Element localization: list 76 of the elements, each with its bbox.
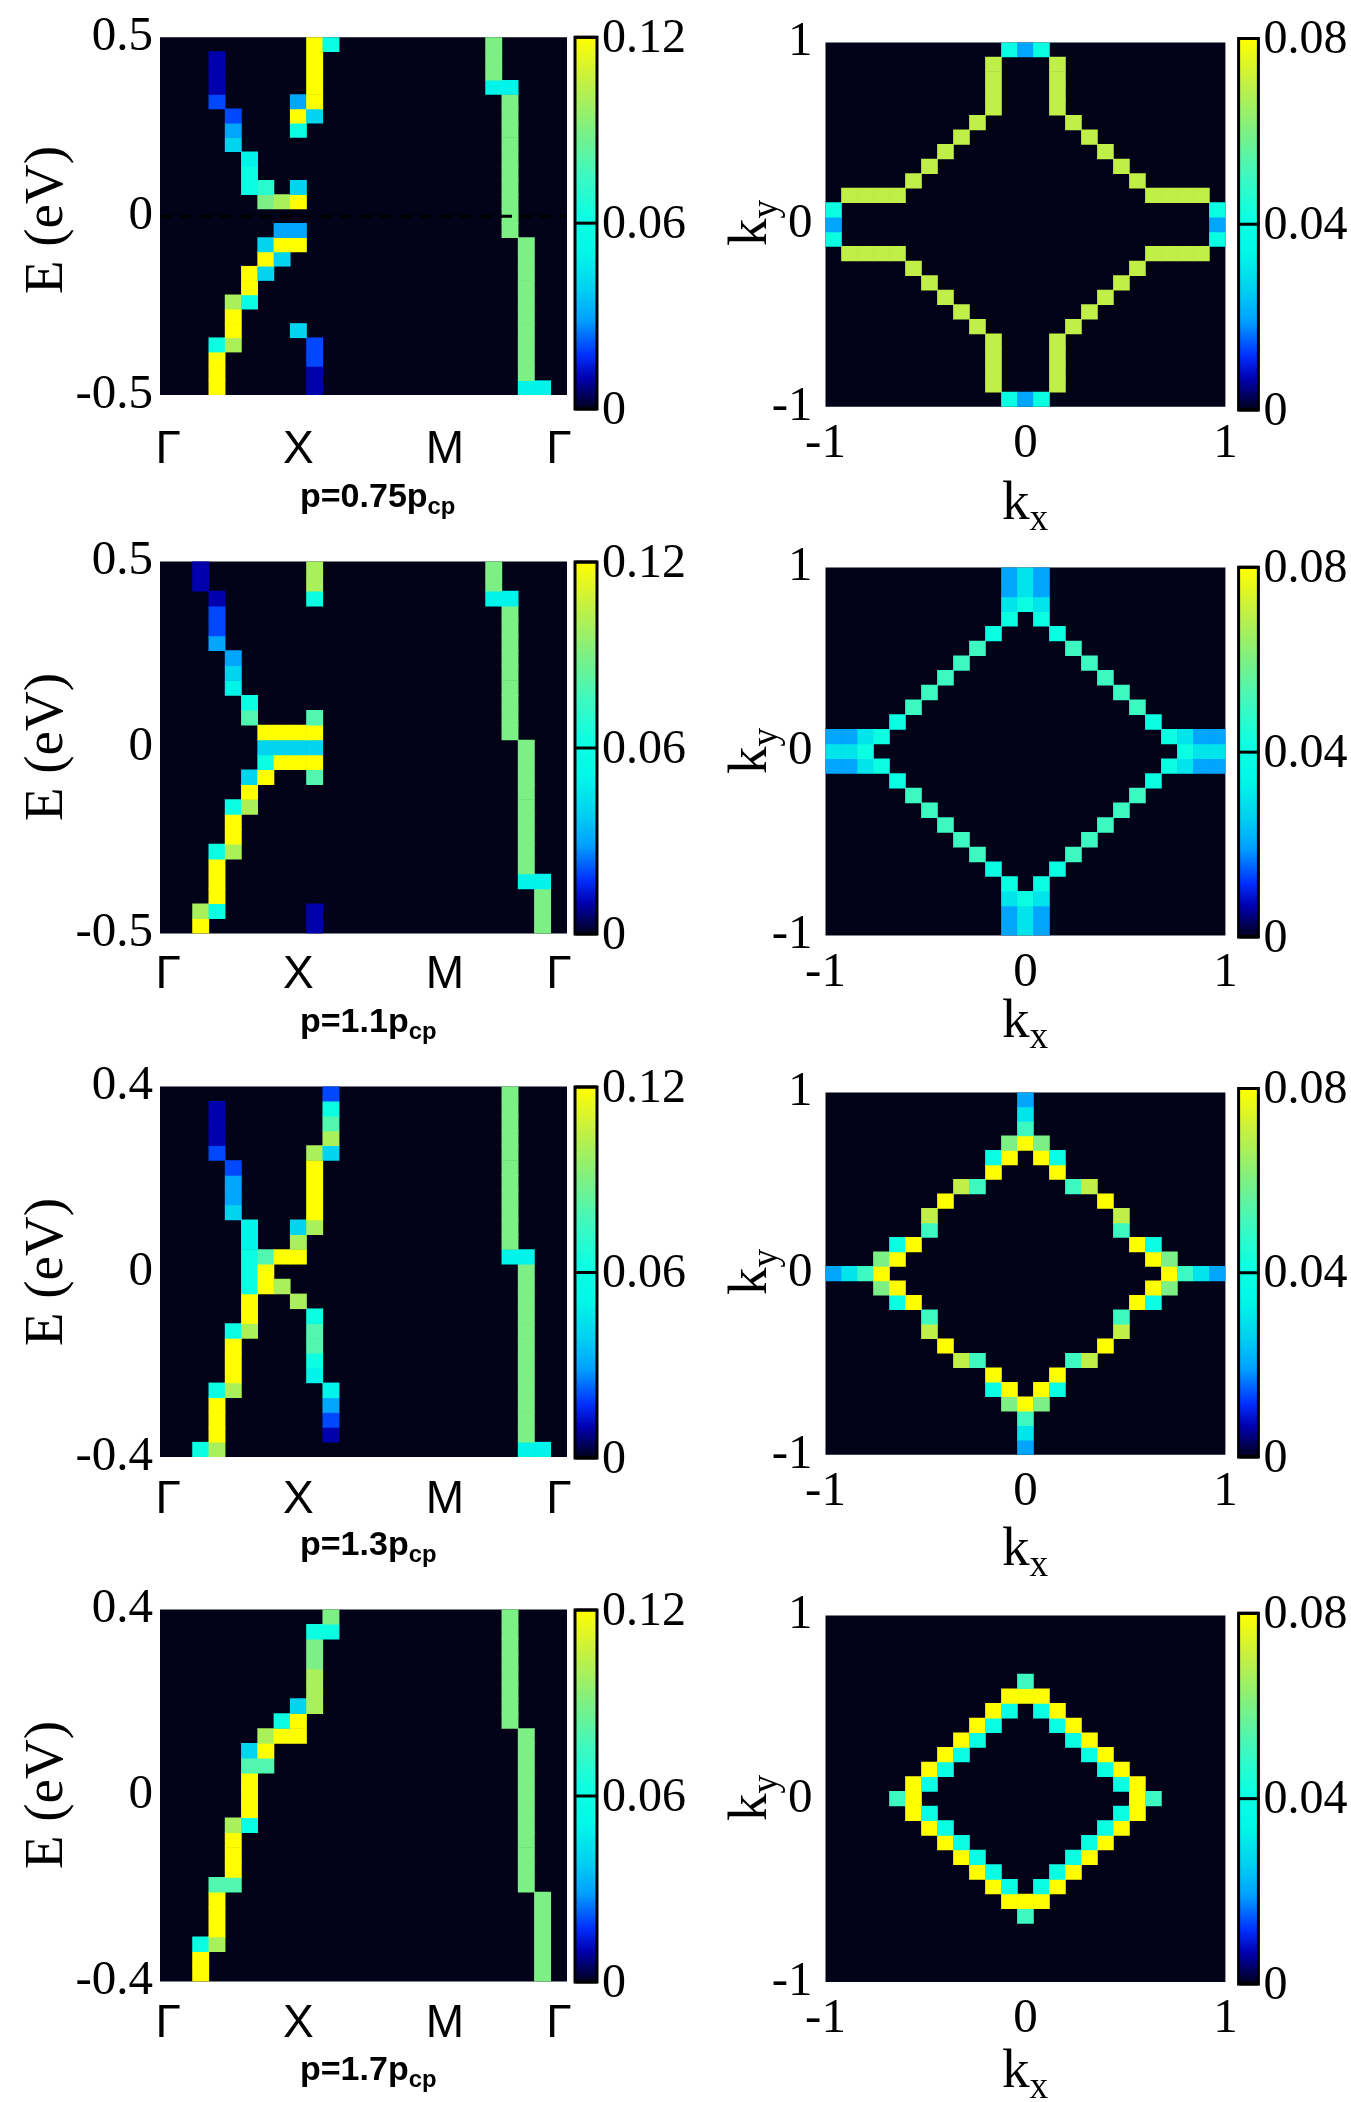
x-tick-label: Γ [155,1994,181,2047]
color-bar-label: 0.08 [1263,538,1348,592]
y-tick-label: -1 [771,1950,813,2006]
color-bar-label: 0.12 [602,533,686,587]
x-axis-title: k$_{x}$ [1001,469,1049,539]
y-tick-label: -0.5 [75,363,153,419]
y-tick-label: -0.5 [75,902,153,958]
x-tick-label: Γ [155,421,181,474]
y-tick-label: -1 [771,1423,813,1479]
x-tick-label: Γ [155,1471,181,1524]
text: p=0.75p$_{cp}$ [300,476,456,520]
color-bar-label: 0.04 [1263,1770,1348,1824]
color-bar-label: 0.12 [602,1581,686,1635]
y-tick-label: 0 [128,185,153,241]
y-tick-label: 1 [788,536,813,592]
color-bar-label: 0.04 [1263,195,1348,249]
x-tick-label: 0 [1013,412,1038,468]
x-tick-label: Γ [546,1471,572,1524]
x-tick-label: 1 [1213,941,1238,997]
y-tick-label: 0 [128,1240,153,1296]
y-tick-label: 0.5 [91,530,153,586]
x-tick-label: 1 [1213,412,1238,468]
x-tick-label: 1 [1213,1988,1238,2044]
y-tick-label: -1 [771,375,813,431]
y-tick-label: -1 [771,904,813,960]
y-axis-title: E (eV) [12,672,74,822]
x-tick-label: 1 [1213,1460,1238,1516]
y-tick-label: -0.4 [75,1425,153,1481]
x-tick-label: M [425,945,465,998]
color-bar-label: 0.08 [1263,1060,1348,1114]
x-tick-label: M [425,421,465,474]
y-tick-label: 0 [788,193,813,249]
y-tick-label: 0.5 [91,6,153,62]
x-tick-label: M [425,1471,465,1524]
color-bar-label: 0 [602,1953,626,2007]
x-tick-label: Γ [546,1994,572,2047]
y-tick-label: 0.4 [91,1578,153,1634]
color-bar-label: 0 [1263,1955,1288,2009]
text: p=1.3p$_{cp}$ [300,1524,437,1568]
y-tick-label: 0 [788,1242,813,1298]
color-bar-label: 0.06 [602,1244,686,1298]
x-tick-label: X [283,421,314,474]
y-tick-label: 0 [128,716,153,772]
y-axis-title: E (eV) [12,145,74,295]
color-bar-label: 0 [602,905,626,959]
y-tick-label: 0 [128,1764,153,1820]
color-bar-label: 0.06 [602,719,686,773]
y-tick-label: 0.4 [91,1055,153,1111]
x-tick-label: Γ [155,945,181,998]
x-tick-label: M [425,1994,465,2047]
x-tick-label: X [283,945,314,998]
y-tick-label: 1 [788,11,813,67]
y-axis-title: E (eV) [12,1197,74,1347]
y-tick-label: 1 [788,1584,813,1640]
color-bar-label: 0.12 [602,1058,686,1112]
y-tick-label: 1 [788,1061,813,1117]
y-tick-label: -0.4 [75,1950,153,2006]
x-tick-label: X [283,1471,314,1524]
x-tick-label: X [283,1994,314,2047]
x-tick-label: 0 [1013,1460,1038,1516]
x-tick-label: Γ [546,945,572,998]
y-axis-title: E (eV) [12,1720,74,1870]
color-bar-label: 0.08 [1263,1584,1348,1638]
text: p=1.1p$_{cp}$ [300,1001,437,1045]
color-bar-label: 0 [1263,908,1288,962]
color-bar-label: 0.04 [1263,723,1348,777]
color-bar-label: 0.06 [602,194,686,248]
text: p=1.7p$_{cp}$ [300,2049,437,2093]
color-bar-label: 0.08 [1263,10,1348,64]
color-bar-label: 0.12 [602,8,686,62]
color-bar-label: 0.06 [602,1767,686,1821]
color-bar-label: 0.04 [1263,1244,1348,1298]
y-tick-label: 0 [788,1767,813,1823]
y-tick-label: 0 [788,720,813,776]
x-axis-title: k$_{x}$ [1001,1515,1049,1585]
x-tick-label: Γ [546,421,572,474]
